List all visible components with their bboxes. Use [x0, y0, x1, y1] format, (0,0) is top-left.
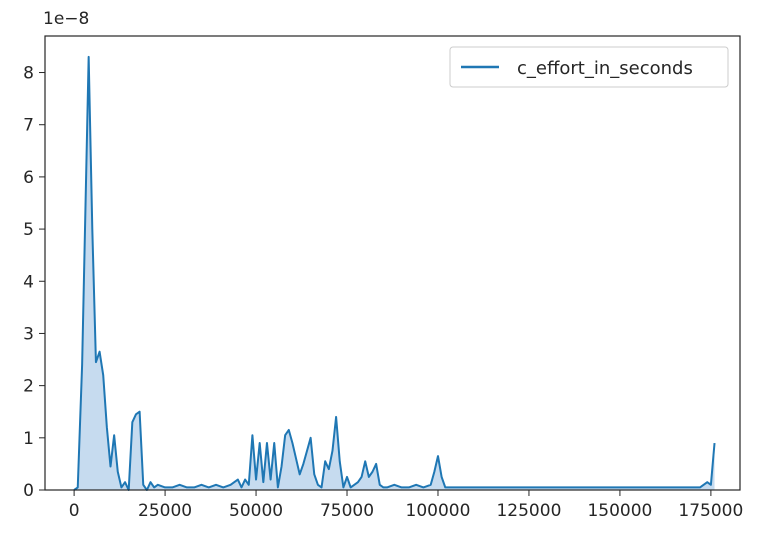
plot-area	[73, 55, 716, 491]
y-offset-label: 1e−8	[43, 9, 89, 29]
x-tick-label: 100000	[406, 501, 471, 521]
plot-frame	[44, 35, 741, 491]
legend: c_effort_in_seconds	[449, 46, 729, 88]
y-tick-label: 1	[23, 429, 34, 449]
y-tick-label: 3	[23, 324, 34, 344]
legend-label: c_effort_in_seconds	[517, 58, 693, 79]
x-tick-label: 25000	[138, 501, 192, 521]
y-tick-label: 6	[23, 168, 34, 188]
y-tick-label: 5	[23, 220, 34, 240]
x-tick-label: 150000	[587, 501, 652, 521]
x-tick-label: 125000	[496, 501, 561, 521]
series-line	[73, 55, 716, 491]
legend-box	[449, 46, 729, 88]
y-tick-label: 8	[23, 64, 34, 84]
y-tick-label: 2	[23, 377, 34, 397]
series-area-fill	[74, 56, 715, 491]
x-tick-label: 50000	[229, 501, 283, 521]
y-tick-label: 4	[23, 272, 34, 292]
x-axis: 0 25000 50000 75000 100000 125000 150000 175000	[69, 490, 743, 521]
y-axis: 0 1 2 3 4 5 6 7 8	[23, 64, 45, 501]
y-tick-label: 0	[23, 481, 34, 501]
x-tick-label: 75000	[320, 501, 374, 521]
x-tick-label: 175000	[678, 501, 743, 521]
y-tick-label: 7	[23, 116, 34, 136]
x-tick-label: 0	[69, 501, 80, 521]
